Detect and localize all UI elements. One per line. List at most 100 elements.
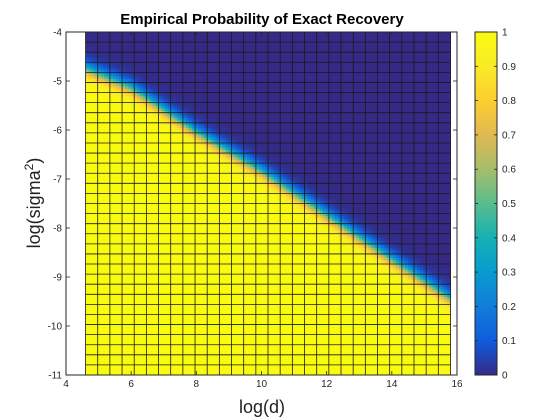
heatmap-cell bbox=[155, 105, 159, 109]
heatmap-cell bbox=[128, 355, 132, 359]
heatmap-cell bbox=[158, 78, 162, 82]
heatmap-cell bbox=[164, 152, 169, 155]
heatmap-cell bbox=[167, 39, 172, 43]
heatmap-cell bbox=[188, 54, 193, 57]
heatmap-cell bbox=[176, 232, 181, 236]
heatmap-cell bbox=[176, 78, 181, 82]
heatmap-cell bbox=[167, 68, 172, 72]
heatmap-cell bbox=[131, 188, 135, 192]
heatmap-cell bbox=[188, 188, 193, 192]
heatmap-cell bbox=[112, 164, 117, 168]
heatmap-cell bbox=[112, 340, 117, 344]
heatmap-cell bbox=[179, 127, 184, 131]
heatmap-cell bbox=[137, 181, 141, 185]
heatmap-cell bbox=[158, 223, 162, 226]
heatmap-cell bbox=[128, 44, 132, 48]
heatmap-cell bbox=[119, 245, 123, 248]
heatmap-cell bbox=[155, 152, 159, 155]
heatmap-cell bbox=[167, 95, 172, 99]
heatmap-cell bbox=[100, 269, 105, 273]
heatmap-cell bbox=[188, 223, 193, 226]
heatmap-cell bbox=[140, 183, 144, 187]
heatmap-cell bbox=[170, 169, 175, 173]
heatmap-cell bbox=[122, 294, 126, 297]
heatmap-cell bbox=[85, 367, 89, 371]
heatmap-cell bbox=[176, 313, 181, 317]
heatmap-cell bbox=[119, 85, 123, 89]
heatmap-cell bbox=[94, 73, 99, 77]
heatmap-cell bbox=[88, 230, 93, 234]
heatmap-cell bbox=[146, 328, 150, 332]
heatmap-cell bbox=[140, 350, 144, 354]
heatmap-cell bbox=[173, 83, 178, 87]
heatmap-cell bbox=[191, 174, 196, 177]
heatmap-cell bbox=[185, 105, 190, 109]
heatmap-cell bbox=[112, 208, 117, 212]
heatmap-cell bbox=[167, 247, 172, 251]
heatmap-cell bbox=[134, 132, 138, 136]
heatmap-cell bbox=[137, 215, 141, 219]
heatmap-cell bbox=[94, 281, 99, 285]
heatmap-cell bbox=[134, 299, 138, 302]
heatmap-cell bbox=[119, 225, 123, 229]
heatmap-cell bbox=[100, 335, 105, 339]
heatmap-cell bbox=[85, 230, 89, 234]
heatmap-cell bbox=[103, 223, 108, 226]
heatmap-cell bbox=[106, 203, 111, 207]
heatmap-cell bbox=[128, 137, 132, 141]
heatmap-cell bbox=[88, 323, 93, 327]
heatmap-cell bbox=[185, 78, 190, 82]
heatmap-cell bbox=[125, 147, 129, 150]
heatmap-cell bbox=[155, 68, 159, 72]
heatmap-cell bbox=[103, 44, 108, 48]
heatmap-cell bbox=[185, 63, 190, 67]
heatmap-cell bbox=[131, 51, 135, 55]
heatmap-cell bbox=[155, 112, 159, 116]
heatmap-cell bbox=[85, 54, 89, 57]
heatmap-cell bbox=[125, 218, 129, 222]
heatmap-cell bbox=[188, 326, 193, 329]
heatmap-cell bbox=[185, 367, 190, 371]
heatmap-cell bbox=[112, 316, 117, 320]
heatmap-cell bbox=[179, 105, 184, 109]
heatmap-cell bbox=[128, 83, 132, 87]
heatmap-cell bbox=[137, 323, 141, 327]
heatmap-cell bbox=[85, 225, 89, 229]
heatmap-cell bbox=[155, 345, 159, 349]
heatmap-cell bbox=[191, 179, 196, 182]
heatmap-cell bbox=[158, 254, 162, 258]
heatmap-cell bbox=[94, 188, 99, 192]
heatmap-cell bbox=[85, 254, 89, 258]
heatmap-cell bbox=[146, 127, 150, 131]
heatmap-cell bbox=[115, 355, 120, 359]
heatmap-cell bbox=[146, 78, 150, 82]
heatmap-cell bbox=[167, 181, 172, 185]
heatmap-cell bbox=[161, 100, 166, 104]
heatmap-cell bbox=[125, 34, 129, 38]
heatmap-cell bbox=[140, 328, 144, 332]
heatmap-cell bbox=[103, 362, 108, 366]
heatmap-cell bbox=[134, 267, 138, 271]
heatmap-cell bbox=[97, 272, 102, 275]
heatmap-cell bbox=[176, 247, 181, 251]
heatmap-cell bbox=[155, 370, 159, 373]
heatmap-cell bbox=[85, 179, 89, 182]
heatmap-cell bbox=[152, 289, 156, 293]
heatmap-cell bbox=[143, 34, 147, 38]
heatmap-cell bbox=[161, 328, 166, 332]
heatmap-cell bbox=[167, 58, 172, 62]
heatmap-cell bbox=[146, 110, 150, 114]
heatmap-cell bbox=[97, 205, 102, 209]
heatmap-cell bbox=[119, 367, 123, 371]
heatmap-cell bbox=[146, 66, 150, 70]
heatmap-cell bbox=[152, 294, 156, 297]
heatmap-cell bbox=[91, 174, 96, 177]
heatmap-cell bbox=[155, 95, 159, 99]
heatmap-cell bbox=[125, 210, 129, 214]
heatmap-cell bbox=[170, 316, 175, 320]
heatmap-cell bbox=[176, 345, 181, 349]
heatmap-cell bbox=[143, 183, 147, 187]
heatmap-cell bbox=[131, 198, 135, 202]
heatmap-cell bbox=[97, 230, 102, 234]
heatmap-cell bbox=[137, 340, 141, 344]
